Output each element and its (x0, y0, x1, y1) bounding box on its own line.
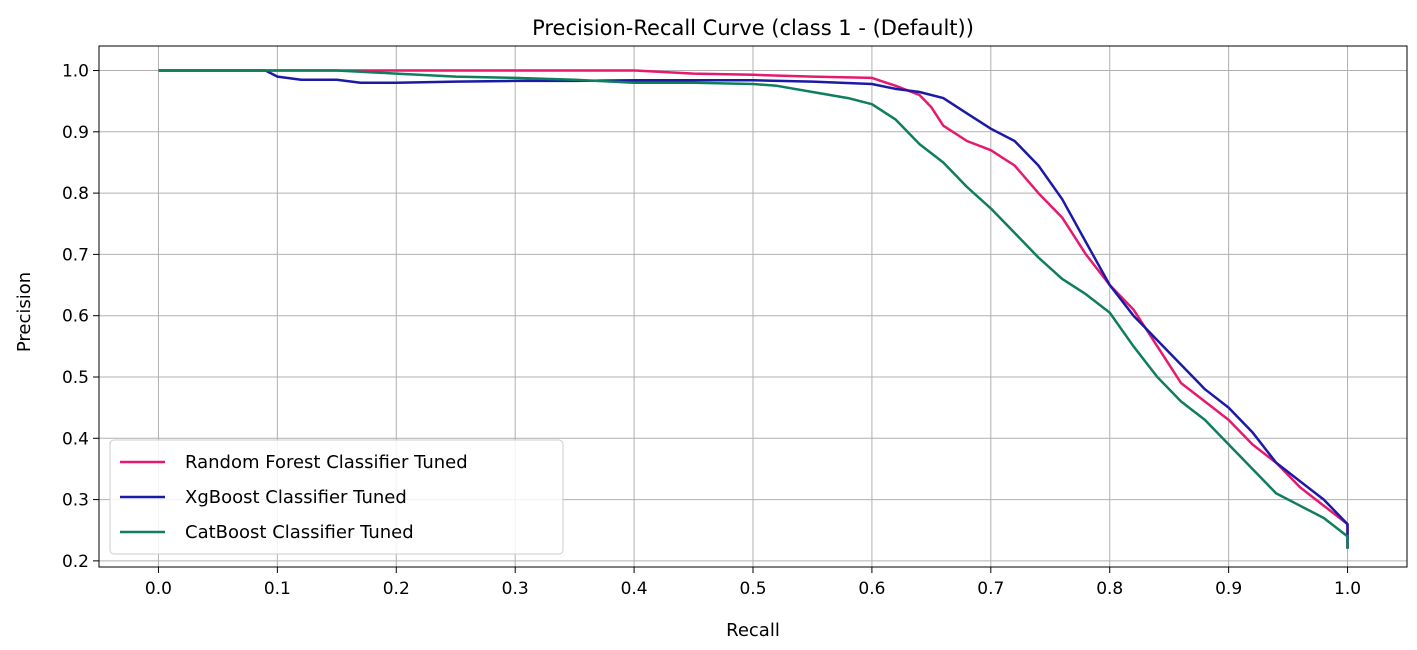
y-tick-label: 0.9 (62, 123, 89, 143)
x-tick-label: 1.0 (1334, 579, 1361, 599)
x-tick-label: 0.1 (264, 579, 291, 599)
y-axis-label: Precision (14, 272, 35, 352)
chart-title: Precision-Recall Curve (class 1 - (Defau… (532, 16, 974, 40)
series-line-1 (158, 69, 1349, 549)
series-line-2 (158, 69, 1349, 549)
grid (99, 46, 1407, 567)
series-lines (158, 69, 1349, 549)
x-tick-label: 0.0 (145, 579, 172, 599)
y-tick-label: 0.2 (62, 552, 89, 572)
y-tick-label: 0.8 (62, 184, 89, 204)
plot-frame (98, 45, 1408, 568)
x-tick-label: 0.4 (621, 579, 648, 599)
y-tick-label: 1.0 (62, 62, 89, 82)
ticks: 0.0 0.1 0.2 0.3 0.4 0.5 0.6 0.7 0.8 0.9 1.0 0.2 0.3 0… (62, 62, 1361, 599)
x-axis-label: Recall (726, 620, 780, 641)
legend: Random Forest Classifier Tuned XgBoost Cl… (109, 439, 564, 555)
y-tick-label: 0.4 (62, 429, 89, 449)
y-tick-label: 0.5 (62, 368, 89, 388)
x-tick-label: 0.2 (383, 579, 410, 599)
x-tick-label: 0.6 (858, 579, 885, 599)
y-tick-label: 0.3 (62, 491, 89, 511)
x-tick-label: 0.8 (1096, 579, 1123, 599)
y-tick-label: 0.7 (62, 245, 89, 265)
y-tick-label: 0.6 (62, 307, 89, 327)
x-tick-label: 0.7 (977, 579, 1004, 599)
x-tick-label: 0.9 (1215, 579, 1242, 599)
legend-box (109, 439, 564, 555)
legend-label: XgBoost Classifier Tuned (185, 487, 407, 508)
x-tick-label: 0.3 (502, 579, 529, 599)
series-line-0 (158, 69, 1349, 549)
x-tick-label: 0.5 (739, 579, 766, 599)
legend-label: CatBoost Classifier Tuned (185, 522, 414, 543)
legend-label: Random Forest Classifier Tuned (185, 452, 468, 473)
